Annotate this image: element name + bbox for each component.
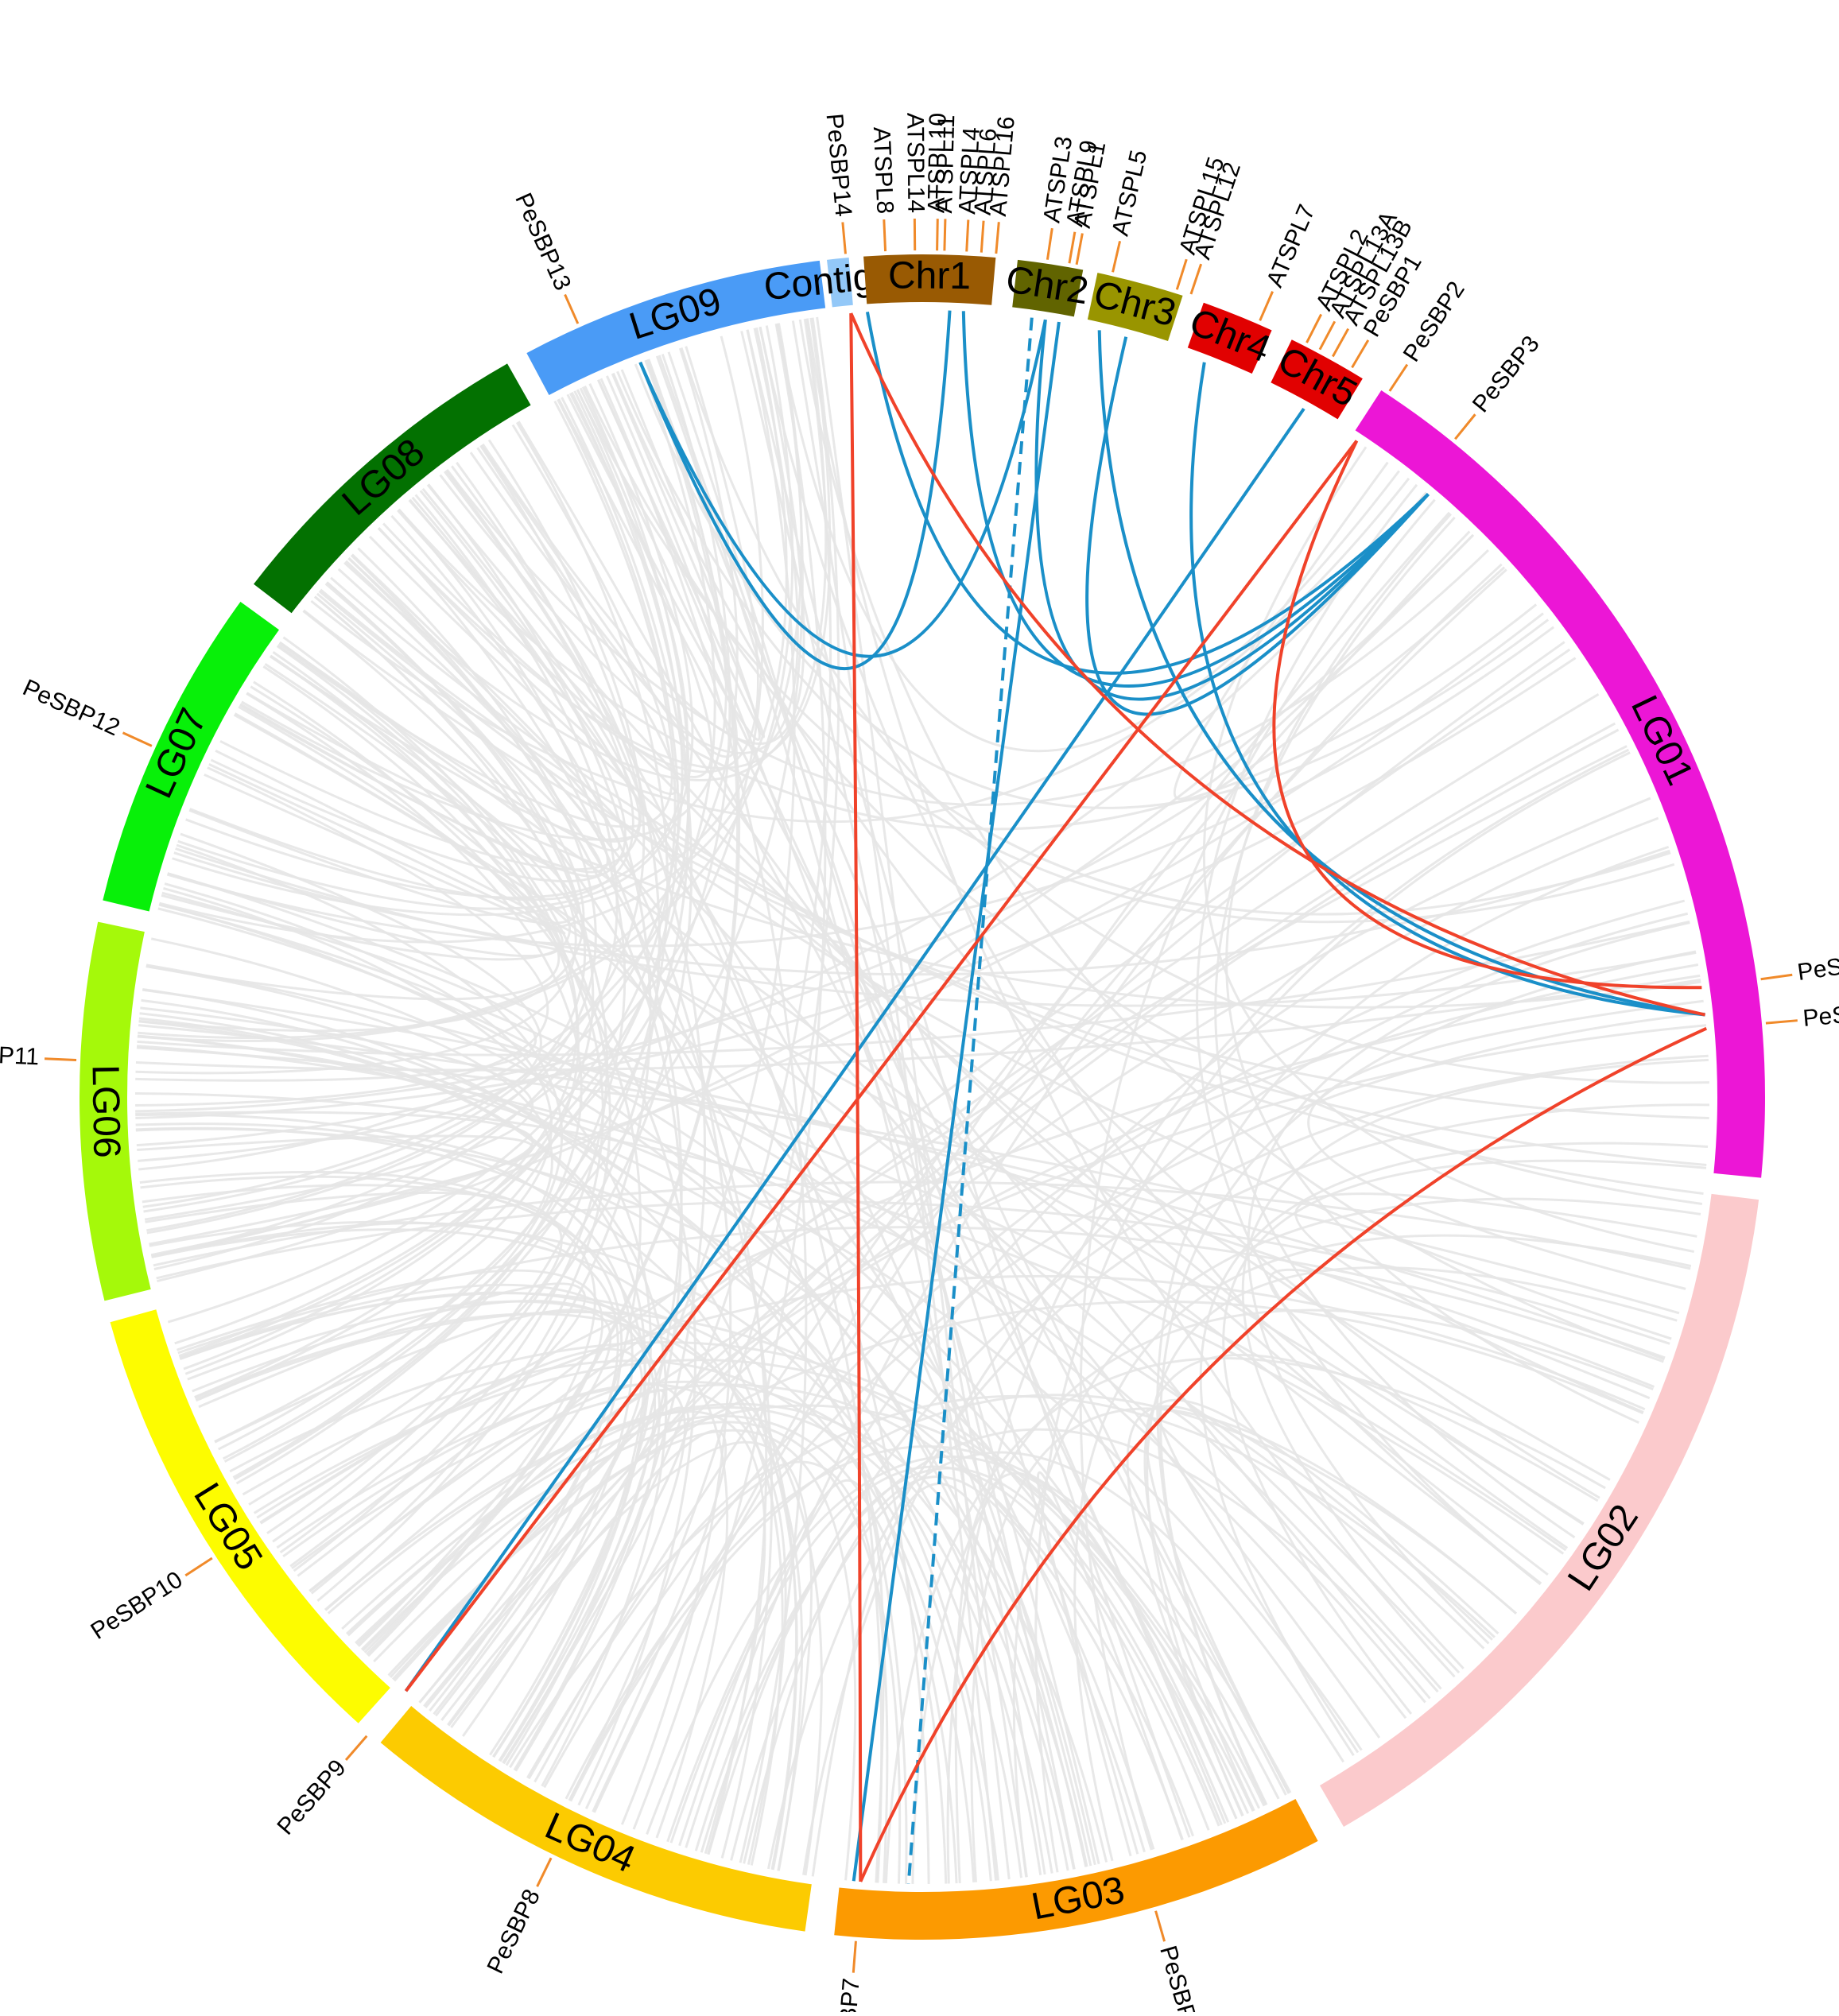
gene-label: PeSBP9 (272, 1754, 351, 1840)
gene-tick (1455, 414, 1475, 439)
gene-tick (1077, 234, 1082, 265)
gene-tick (1320, 321, 1335, 349)
gene-tick (1069, 232, 1075, 263)
background-link (1216, 518, 1575, 1537)
background-synteny-links (135, 317, 1709, 1884)
gene-tick (346, 1736, 367, 1760)
gene-tick (1333, 329, 1348, 357)
gene-label: PeSBP10 (86, 1566, 187, 1645)
gene-label: PeSBP14 (821, 112, 857, 218)
gene-label: PeSBP7 (832, 1977, 865, 2012)
gene-label: ATSPL5 (1108, 148, 1153, 238)
gene-label: PeSBP13 (510, 189, 576, 294)
background-link (577, 390, 1674, 922)
gene-label: PeSBP3 (1468, 331, 1545, 417)
gene-tick (45, 1059, 76, 1060)
ortholog-link (1087, 337, 1428, 715)
gene-label: ATSPL10 (923, 113, 951, 214)
gene-tick (1390, 365, 1407, 391)
ortholog-link (964, 311, 1429, 686)
gene-tick (1352, 340, 1368, 367)
gene-tick (185, 1558, 212, 1576)
gene-label: PeSBP11 (0, 1040, 40, 1071)
gene-tick (1761, 975, 1793, 979)
gene-tick (884, 219, 886, 251)
chromosome-label-LG06: LG06 (83, 1064, 127, 1158)
gene-label: PeSBP6 (1154, 1943, 1205, 2012)
background-link (585, 386, 1702, 1204)
gene-tick (937, 219, 938, 250)
chromosome-label-Chr1: Chr1 (888, 254, 972, 297)
background-link (1036, 753, 1630, 1873)
gene-tick (981, 221, 984, 253)
gene-tick (1260, 292, 1273, 321)
gene-tick (843, 223, 846, 254)
background-link (760, 327, 1541, 1584)
background-link (363, 1422, 899, 1884)
gene-label: ATSPL8 (868, 126, 898, 215)
gene-label: PeSBP5 (1802, 998, 1839, 1032)
gene-tick (1047, 228, 1052, 260)
gene-tick (1766, 1021, 1798, 1023)
chromosome-label-LG03: LG03 (1028, 1869, 1127, 1928)
chromosome-label-Chr3: Chr3 (1089, 273, 1180, 335)
gene-label: PeSBP8 (483, 1886, 545, 1978)
gene-tick (1156, 1911, 1165, 1941)
gene-tick (967, 220, 968, 252)
background-link (185, 582, 593, 1374)
gene-label: ATSPL7 (1262, 201, 1321, 292)
gene-label: PeSBP12 (19, 674, 124, 741)
gene-tick (1306, 314, 1321, 343)
gene-label: PeSBP4 (1796, 948, 1839, 986)
gene-tick (996, 222, 999, 254)
gene-tick (122, 733, 151, 746)
gene-tick (1113, 241, 1120, 272)
gene-tick (537, 1858, 552, 1886)
gene-tick (565, 295, 578, 324)
gene-tick (1177, 259, 1186, 289)
gene-tick (1191, 264, 1201, 294)
gene-tick (853, 1941, 855, 1973)
